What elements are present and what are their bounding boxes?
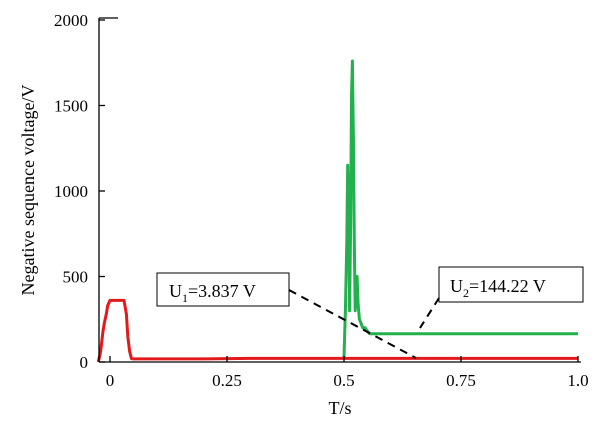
y-tick-label: 2000: [54, 11, 88, 30]
y-tick-label: 1000: [54, 182, 88, 201]
series-line-2: [342, 59, 578, 357]
annotation-u2-label: U2=144.22 V: [450, 276, 546, 300]
annotation-u1-label: U1=3.837 V: [169, 281, 256, 305]
annotation-u2: U2=144.22 V: [419, 266, 584, 329]
x-tick-label: 0: [106, 371, 115, 390]
axis-ticks: 0 500 1000 1500 2000 0 0.25 0.5 0.75 1.0: [54, 11, 589, 390]
x-axis-title: T/s: [328, 398, 351, 418]
x-tick-label: 0.5: [333, 371, 354, 390]
x-tick-label: 0.25: [212, 371, 242, 390]
series-line-1: [96, 298, 578, 363]
annotation-u1: U1=3.837 V: [156, 272, 417, 359]
annotation-u1-leader: [288, 289, 417, 359]
y-axis-title: Negative sequence voltage/V: [18, 85, 38, 296]
annotation-u1-box: [156, 272, 290, 307]
annotation-u2-box: [438, 266, 584, 303]
x-tick-label: 1.0: [567, 371, 588, 390]
y-tick-label: 500: [63, 268, 89, 287]
annotation-u2-leader: [419, 297, 440, 329]
x-tick-label: 0.75: [446, 371, 476, 390]
y-tick-label: 0: [80, 353, 89, 372]
plot-area: [96, 59, 578, 363]
y-tick-label: 1500: [54, 97, 88, 116]
